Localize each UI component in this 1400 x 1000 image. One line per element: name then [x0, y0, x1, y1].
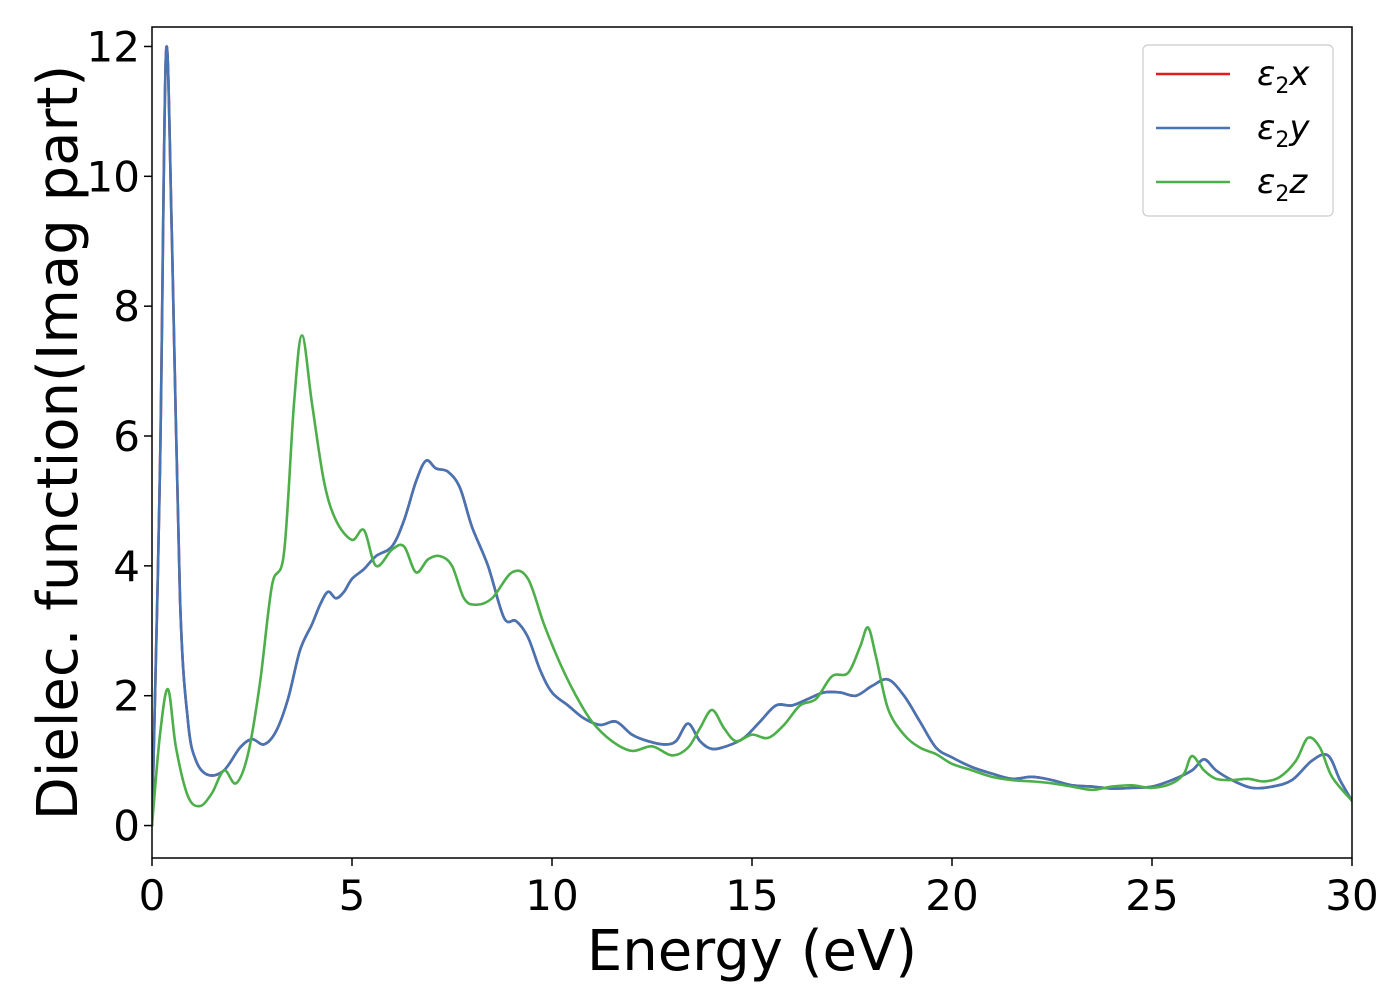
x-tick-label: 15: [725, 871, 778, 920]
legend-entry-e2x: ε2x: [1257, 54, 1310, 99]
x-tick-label: 30: [1325, 871, 1378, 920]
legend-entry-e2y: ε2y: [1257, 108, 1310, 153]
y-tick-label: 0: [113, 802, 140, 851]
legend: ε2x ε2y ε2z: [1142, 44, 1334, 217]
y-tick-label: 10: [87, 152, 140, 201]
y-tick-label: 8: [113, 282, 140, 331]
y-tick-label: 6: [113, 412, 140, 461]
x-axis-ticks: 0 5 10 15 20 25 30: [139, 858, 1379, 920]
series-line-e2z: [152, 334, 1352, 827]
series-layer: [152, 45, 1352, 827]
y-axis-title: Dielec. function(Imag part): [26, 65, 91, 821]
legend-box: [1142, 44, 1334, 217]
y-axis-ticks: 0 2 4 6 8 10 12: [87, 22, 152, 851]
x-axis-title: Energy (eV): [587, 919, 917, 984]
y-tick-label: 12: [87, 22, 140, 71]
x-tick-label: 20: [925, 871, 978, 920]
y-tick-label: 4: [113, 542, 140, 591]
x-tick-label: 10: [525, 871, 578, 920]
x-tick-label: 5: [339, 871, 366, 920]
y-tick-label: 2: [113, 672, 140, 721]
x-tick-label: 25: [1125, 871, 1178, 920]
legend-entry-e2z: ε2z: [1257, 162, 1308, 207]
x-tick-label: 0: [139, 871, 166, 920]
